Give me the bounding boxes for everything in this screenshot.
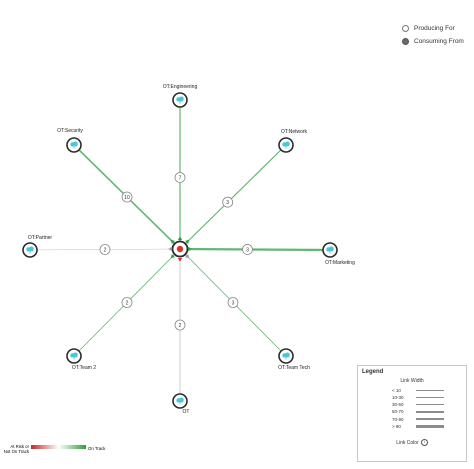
node-partner[interactable]: OT:Partner (22, 235, 53, 258)
link-count-badge[interactable]: 2 (99, 244, 111, 255)
link-width-row: 10-30 (392, 394, 444, 400)
link-count-badge[interactable]: 7 (174, 172, 186, 183)
arrow-icon (170, 254, 175, 259)
arrow-icon (177, 258, 183, 262)
link-width-sample (416, 403, 444, 406)
link-width-label: > 90 (392, 424, 401, 429)
cloud-icon (282, 352, 290, 360)
center-node[interactable] (171, 240, 189, 258)
top-legend: Producing For Consuming From (402, 22, 464, 48)
legend-consuming-from[interactable]: Consuming From (402, 35, 464, 48)
arrow-icon (168, 246, 172, 252)
link-count-badge[interactable]: 10 (121, 191, 133, 203)
node-label: OT:Security (57, 128, 83, 134)
cloud-icon (282, 141, 290, 149)
node-eng[interactable]: OT:Engineering (163, 84, 198, 108)
cloud-icon (70, 141, 78, 149)
link-width-row: > 90 (392, 424, 444, 430)
link-count-badge[interactable]: 3 (222, 196, 234, 208)
link-width-sample (416, 396, 444, 398)
legend-title: Legend (362, 369, 384, 375)
link-count: 3 (232, 300, 235, 306)
link-width-label: 10-30 (392, 394, 404, 400)
badge-circle (227, 297, 239, 308)
link-count-badge[interactable]: 3 (227, 297, 239, 308)
link-count: 3 (246, 247, 249, 253)
at-risk-label: At Risk or Not On Track (3, 444, 29, 454)
on-track-label: On Track (88, 446, 106, 451)
link-width-label: 50-70 (392, 409, 404, 415)
link-net[interactable] (179, 144, 287, 250)
link-count: 2 (126, 300, 129, 306)
node-label: OT:Team 2 (72, 365, 96, 371)
arrow-icon (185, 254, 190, 259)
arrow-icon (170, 239, 175, 244)
node-team2[interactable]: OT:Team 2 (66, 348, 96, 371)
link-count-badge[interactable]: 3 (242, 244, 253, 255)
link-color-title: Link Color i (358, 439, 466, 446)
link-width-row: 50-70 (392, 409, 444, 415)
node-ot[interactable]: OT (172, 393, 190, 415)
badge-circle (174, 172, 186, 183)
link-width-sample (416, 389, 444, 391)
link-width-row: 70-90 (392, 416, 444, 422)
cloud-icon (176, 96, 184, 104)
arrow-icon (188, 246, 192, 252)
link-width-sample (416, 425, 444, 428)
link-width-sample (416, 411, 444, 413)
badge-circle (222, 196, 234, 208)
node-label: OT:Partner (28, 235, 53, 241)
badge-circle (121, 297, 133, 308)
link-width-title: Link Width (400, 378, 424, 384)
node-label: OT:Marketing (325, 260, 355, 266)
node-label: OT:Team Tech (278, 365, 310, 371)
node-tech[interactable]: OT:Team Tech (278, 348, 310, 371)
node-mkt[interactable]: OT:Marketing (322, 242, 355, 266)
legend-producing-for[interactable]: Producing For (402, 22, 464, 35)
link-width-label: < 10 (392, 387, 401, 393)
arrow-icon (177, 236, 183, 240)
link-width-label: 30-50 (392, 402, 404, 408)
target-icon (176, 245, 184, 253)
badge-circle (174, 319, 186, 331)
link-count: 10 (124, 195, 130, 201)
link-mkt[interactable] (179, 247, 331, 252)
link-color-label: Link Color (396, 439, 419, 446)
link-count: 3 (226, 200, 229, 206)
open-circle-icon (402, 25, 409, 32)
badge-circle (242, 244, 253, 255)
link-width-sample (416, 418, 444, 421)
link-width-row: < 10 (392, 387, 444, 393)
link-count: 7 (179, 175, 182, 181)
link-count: 2 (179, 323, 182, 329)
badge-circle (99, 244, 111, 255)
info-icon[interactable]: i (420, 439, 428, 446)
badge-circle (121, 191, 133, 203)
cloud-icon (70, 352, 78, 360)
node-label: OT (183, 409, 190, 415)
link-color-gradient (31, 445, 86, 449)
link-width-row: 30-50 (392, 402, 444, 408)
node-label: OT:Network (281, 129, 308, 135)
node-label: OT:Engineering (163, 84, 198, 90)
cloud-icon (176, 397, 184, 405)
arrow-icon (185, 239, 190, 244)
producing-for-label: Producing For (414, 25, 455, 32)
legend-panel: Legend Link Width < 10 10-30 30-50 50-70 70-… (357, 365, 467, 462)
link-width-label: 70-90 (392, 416, 404, 422)
node-net[interactable]: OT:Network (278, 129, 308, 153)
filled-circle-icon (402, 38, 409, 45)
cloud-icon (326, 246, 334, 254)
cloud-icon (26, 246, 34, 254)
link-count-badge[interactable]: 2 (121, 297, 133, 308)
node-sec[interactable]: OT:Security (57, 128, 83, 153)
link-count: 2 (104, 247, 107, 253)
link-count-badge[interactable]: 2 (174, 319, 186, 331)
consuming-from-label: Consuming From (414, 38, 464, 45)
